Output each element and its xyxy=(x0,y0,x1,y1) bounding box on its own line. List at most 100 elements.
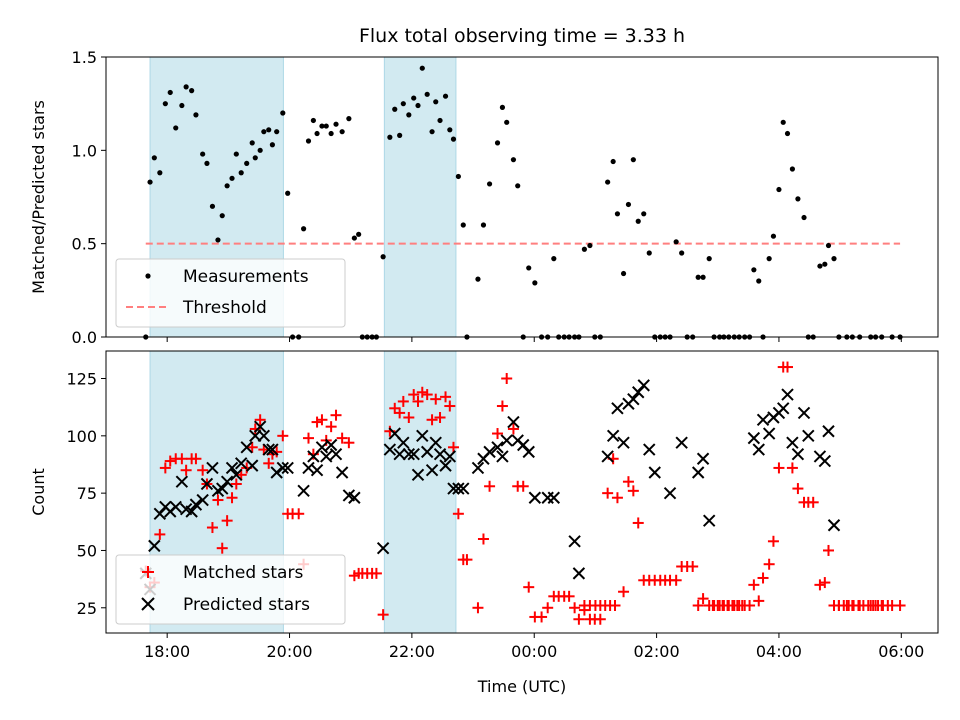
top-x-ticks xyxy=(166,337,902,342)
matched-star-point xyxy=(807,496,819,508)
matched-star-point xyxy=(492,428,504,440)
predicted-star-point xyxy=(643,443,656,456)
matched-star-point xyxy=(254,414,266,426)
matched-star-point xyxy=(563,590,575,602)
measurement-point xyxy=(625,201,632,208)
measurement-point xyxy=(499,104,506,110)
predicted-star-point xyxy=(310,464,324,477)
measurement-point xyxy=(475,276,481,282)
measurement-point xyxy=(151,155,157,161)
predicted-star-point xyxy=(220,475,234,488)
predicted-star-point xyxy=(175,475,189,488)
predicted-star-point xyxy=(225,461,239,475)
measurement-point xyxy=(614,211,621,217)
matched-star-point xyxy=(602,487,614,499)
measurement-point xyxy=(162,101,168,107)
predicted-star-point xyxy=(253,420,267,433)
predicted-star-point xyxy=(324,438,338,452)
predicted-star-point xyxy=(696,452,710,465)
matched-star-point xyxy=(452,508,464,520)
predicted-star-point xyxy=(189,498,203,511)
predicted-star-point xyxy=(781,388,794,401)
predicted-star-point xyxy=(617,436,630,449)
predicted-star-point xyxy=(491,441,504,454)
bottom-y-axis-label: Count xyxy=(29,468,48,516)
predicted-star-point xyxy=(777,402,790,415)
predicted-star-point xyxy=(797,406,811,420)
measurement-point xyxy=(323,123,329,129)
predicted-star-point xyxy=(507,415,520,429)
predicted-star-point xyxy=(457,482,470,495)
matched-star-point xyxy=(325,421,337,433)
predicted-star-point xyxy=(496,450,509,463)
matched-star-point xyxy=(786,462,798,474)
measurement-point xyxy=(261,129,267,135)
matched-star-point xyxy=(472,602,484,614)
predicted-star-point xyxy=(402,447,416,461)
predicted-star-point xyxy=(230,468,243,482)
measurement-point xyxy=(817,263,823,269)
matched-star-point xyxy=(609,599,621,611)
observing-window-2 xyxy=(383,56,457,338)
matched-star-point xyxy=(430,393,442,405)
predicted-star-point xyxy=(637,379,650,392)
matched-star-point xyxy=(246,441,258,453)
measurement-point xyxy=(346,116,352,122)
measurement-point xyxy=(269,142,275,148)
matched-star-point xyxy=(447,441,459,453)
y-tick-label: 0.0 xyxy=(72,328,97,347)
measurement-point xyxy=(751,267,757,273)
y-tick-label: 1.5 xyxy=(72,48,97,67)
matched-star-point xyxy=(212,494,224,506)
measurement-point xyxy=(610,158,616,165)
matched-star-point xyxy=(736,599,748,611)
matched-star-point xyxy=(230,478,242,490)
matched-star-point xyxy=(440,391,452,403)
predicted-star-point xyxy=(411,468,425,482)
matched-star-point xyxy=(569,602,581,614)
matched-star-point xyxy=(484,480,496,492)
measurement-point xyxy=(795,196,801,202)
measurement-point xyxy=(510,157,517,163)
predicted-star-point xyxy=(315,441,329,454)
matched-star-point xyxy=(507,423,519,435)
measurement-point xyxy=(801,214,807,221)
predicted-star-point xyxy=(627,392,640,406)
y-tick-label: 100 xyxy=(66,427,97,446)
measurement-point xyxy=(424,91,430,97)
matched-star-point xyxy=(307,448,319,460)
measurement-point xyxy=(789,166,796,172)
predicted-star-point xyxy=(169,500,182,514)
measurement-point xyxy=(280,110,286,116)
predicted-star-point xyxy=(397,436,410,449)
predicted-star-point xyxy=(276,461,290,475)
measurement-point xyxy=(415,102,421,109)
matched-star-point xyxy=(573,613,585,625)
top-y-axis-label: Matched/Predicted stars xyxy=(29,100,48,294)
matched-star-point xyxy=(277,430,289,442)
top-y-ticks: 0.0 0.5 1.0 1.5 xyxy=(72,48,106,347)
predicted-star-point xyxy=(200,477,214,491)
measurement-point xyxy=(233,151,239,157)
measurement-point xyxy=(630,157,636,163)
matched-star-point xyxy=(894,599,906,611)
matched-star-point xyxy=(536,611,548,623)
measurement-point xyxy=(219,213,225,219)
matched-star-point xyxy=(542,602,554,614)
matched-star-point xyxy=(293,508,305,520)
y-tick-label: 125 xyxy=(66,370,97,389)
predicted-star-point xyxy=(407,447,420,461)
measurement-point xyxy=(266,127,272,133)
measurement-point xyxy=(532,280,538,286)
predicted-star-point xyxy=(196,493,209,507)
predicted-star-point xyxy=(281,461,294,475)
matched-star-point xyxy=(377,609,389,621)
top-legend-box xyxy=(115,258,346,328)
matched-star-point xyxy=(416,386,428,398)
predicted-star-point xyxy=(791,447,805,461)
predicted-star-point xyxy=(262,443,275,456)
measurement-point xyxy=(380,254,386,260)
measurement-point xyxy=(411,95,417,101)
legend-predicted-label: Predicted stars xyxy=(183,595,310,615)
matched-star-point xyxy=(311,416,323,428)
